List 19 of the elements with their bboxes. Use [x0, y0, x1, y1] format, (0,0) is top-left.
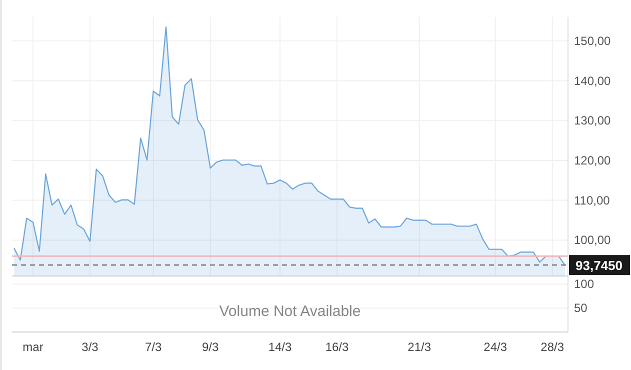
x-tick-label: 14/3 [268, 340, 292, 354]
annotation: Volume Not Available [219, 303, 361, 320]
y-tick-label: 50 [574, 301, 588, 316]
y-tick-label: 130,00 [574, 114, 612, 128]
y-tick-label: 150,00 [574, 34, 612, 48]
x-tick-label: 7/3 [144, 340, 162, 354]
x-tick-label: 9/3 [202, 340, 219, 354]
x-tick-label: 21/3 [408, 340, 432, 354]
ref-line-label: 93,7450 [576, 258, 622, 274]
x-tick-label: 24/3 [484, 340, 508, 354]
x-tick-label: 3/3 [82, 340, 99, 354]
y-tick-label: 120,00 [574, 153, 612, 168]
x-tick-label: mar [22, 340, 44, 354]
x-tick-label: 16/3 [325, 340, 349, 354]
y-tick-label: 100,00 [574, 233, 612, 248]
y-tick-label: 140,00 [574, 74, 612, 88]
y-tick-label: 110,00 [574, 193, 610, 208]
y-tick-label: 100 [574, 277, 594, 292]
x-tick-label: 28/3 [540, 340, 564, 354]
